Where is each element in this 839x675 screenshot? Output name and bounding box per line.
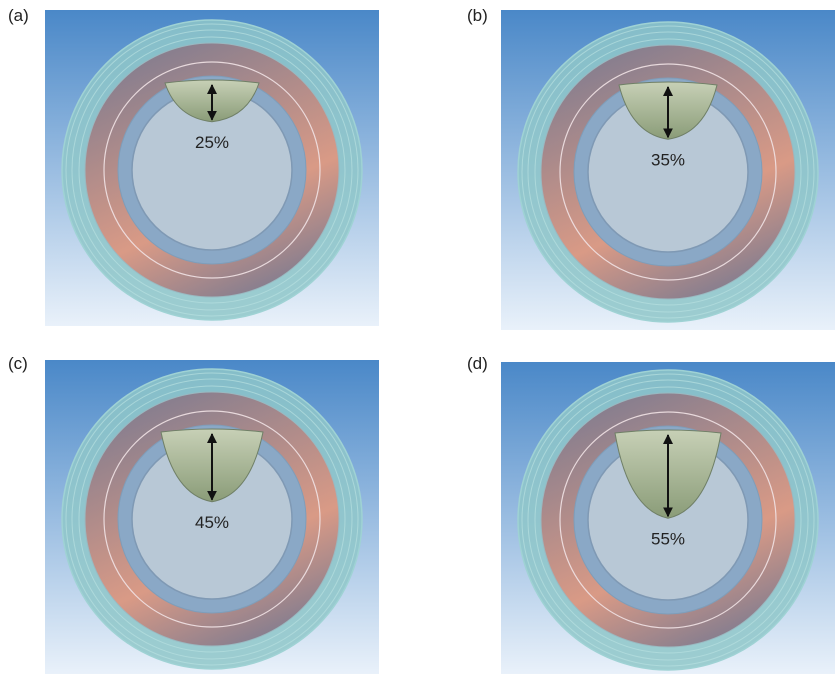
panel-b-illustration: 35% [501, 10, 835, 330]
percent-label: 35% [651, 150, 685, 169]
panel-label-d: (d) [467, 354, 488, 373]
ring-contour [527, 31, 809, 313]
panel-label-b: (b) [467, 6, 488, 25]
panel-label-c: (c) [8, 354, 28, 373]
ring-contour [78, 385, 346, 653]
ring-highlight [559, 411, 777, 629]
ring-contour [534, 386, 802, 654]
percent-label: 55% [651, 529, 685, 548]
ring-contour [527, 379, 809, 661]
ring-contour [78, 36, 346, 304]
ring-contour [521, 25, 815, 319]
ring-contour [65, 23, 359, 317]
panel-a-illustration: 25% [45, 10, 379, 326]
ring-contour [71, 378, 353, 660]
ring-contour [521, 373, 815, 667]
ring-highlight [103, 410, 321, 628]
panel-label-a: (a) [8, 6, 29, 25]
panel-d-illustration: 55% [501, 362, 835, 674]
percent-label: 25% [195, 133, 229, 152]
ring-contour [65, 372, 359, 666]
ring-contour [534, 38, 802, 306]
ring-highlight [103, 61, 321, 279]
panel-c-illustration: 45% [45, 360, 379, 674]
ring-contour [71, 29, 353, 311]
ring-highlight [559, 63, 777, 281]
percent-label: 45% [195, 513, 229, 532]
